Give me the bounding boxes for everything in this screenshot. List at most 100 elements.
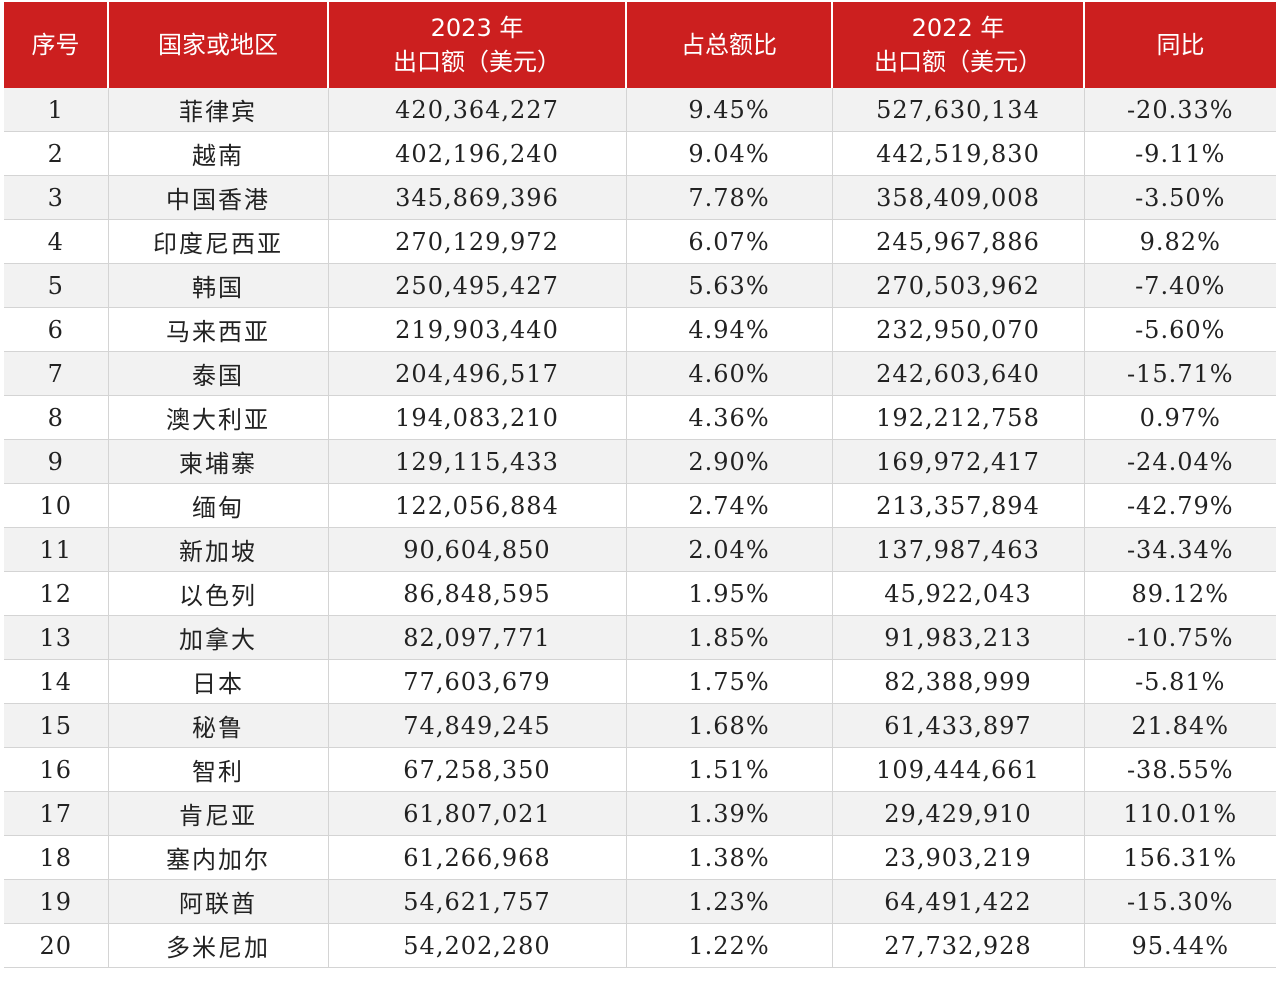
export-2022-cell: 91,983,213 xyxy=(832,615,1085,660)
yoy-cell: -38.55% xyxy=(1084,747,1276,792)
share-cell: 6.07% xyxy=(626,219,833,264)
export-2022-cell: 192,212,758 xyxy=(832,395,1085,440)
header-yoy: 同比 xyxy=(1084,2,1276,88)
country-cell: 柬埔寨 xyxy=(108,439,329,484)
table-row: 5 韩国 250,495,427 5.63% 270,503,962 -7.40% xyxy=(4,263,1276,308)
table-row: 14 日本 77,603,679 1.75% 82,388,999 -5.81% xyxy=(4,659,1276,704)
export-2023-cell: 67,258,350 xyxy=(328,747,627,792)
share-cell: 5.63% xyxy=(626,263,833,308)
yoy-cell: -5.81% xyxy=(1084,659,1276,704)
rank-cell: 7 xyxy=(4,351,109,396)
rank-cell: 11 xyxy=(4,527,109,572)
country-cell: 阿联酋 xyxy=(108,879,329,924)
country-cell: 马来西亚 xyxy=(108,307,329,352)
export-2023-cell: 345,869,396 xyxy=(328,175,627,220)
header-export-2023-year: 2023 年 xyxy=(430,14,524,42)
header-export-2023-label: 出口额（美元） xyxy=(393,48,561,76)
rank-cell: 2 xyxy=(4,131,109,176)
export-2023-cell: 82,097,771 xyxy=(328,615,627,660)
export-2023-cell: 204,496,517 xyxy=(328,351,627,396)
header-yoy-label: 同比 xyxy=(1156,31,1205,59)
export-2022-cell: 358,409,008 xyxy=(832,175,1085,220)
export-2023-cell: 61,807,021 xyxy=(328,791,627,836)
yoy-cell: -15.71% xyxy=(1084,351,1276,396)
rank-cell: 8 xyxy=(4,395,109,440)
share-cell: 1.22% xyxy=(626,923,833,968)
export-2023-cell: 129,115,433 xyxy=(328,439,627,484)
share-cell: 1.75% xyxy=(626,659,833,704)
export-2023-cell: 74,849,245 xyxy=(328,703,627,748)
country-cell: 智利 xyxy=(108,747,329,792)
rank-cell: 12 xyxy=(4,571,109,616)
table-row: 13 加拿大 82,097,771 1.85% 91,983,213 -10.75% xyxy=(4,615,1276,660)
rank-cell: 14 xyxy=(4,659,109,704)
export-2022-cell: 45,922,043 xyxy=(832,571,1085,616)
rank-cell: 20 xyxy=(4,923,109,968)
table-row: 17 肯尼亚 61,807,021 1.39% 29,429,910 110.01% xyxy=(4,791,1276,836)
country-cell: 菲律宾 xyxy=(108,88,329,132)
share-cell: 4.36% xyxy=(626,395,833,440)
export-2022-cell: 137,987,463 xyxy=(832,527,1085,572)
share-cell: 7.78% xyxy=(626,175,833,220)
table-row: 3 中国香港 345,869,396 7.78% 358,409,008 -3.50% xyxy=(4,175,1276,220)
country-cell: 以色列 xyxy=(108,571,329,616)
export-2023-cell: 270,129,972 xyxy=(328,219,627,264)
export-2022-cell: 169,972,417 xyxy=(832,439,1085,484)
yoy-cell: -9.11% xyxy=(1084,131,1276,176)
country-cell: 加拿大 xyxy=(108,615,329,660)
export-2023-cell: 77,603,679 xyxy=(328,659,627,704)
export-2023-cell: 61,266,968 xyxy=(328,835,627,880)
export-2022-cell: 109,444,661 xyxy=(832,747,1085,792)
table-row: 6 马来西亚 219,903,440 4.94% 232,950,070 -5.60% xyxy=(4,307,1276,352)
table-row: 1 菲律宾 420,364,227 9.45% 527,630,134 -20.33% xyxy=(4,88,1276,132)
share-cell: 1.51% xyxy=(626,747,833,792)
export-2022-cell: 29,429,910 xyxy=(832,791,1085,836)
rank-cell: 16 xyxy=(4,747,109,792)
table-row: 18 塞内加尔 61,266,968 1.38% 23,903,219 156.31% xyxy=(4,835,1276,880)
share-cell: 1.23% xyxy=(626,879,833,924)
header-export-2022-year: 2022 年 xyxy=(911,14,1005,42)
table-row: 15 秘鲁 74,849,245 1.68% 61,433,897 21.84% xyxy=(4,703,1276,748)
share-cell: 4.60% xyxy=(626,351,833,396)
export-2022-cell: 213,357,894 xyxy=(832,483,1085,528)
yoy-cell: 21.84% xyxy=(1084,703,1276,748)
rank-cell: 15 xyxy=(4,703,109,748)
yoy-cell: -10.75% xyxy=(1084,615,1276,660)
country-cell: 泰国 xyxy=(108,351,329,396)
table-row: 9 柬埔寨 129,115,433 2.90% 169,972,417 -24.04% xyxy=(4,439,1276,484)
export-2023-cell: 122,056,884 xyxy=(328,483,627,528)
header-export-2022: 2022 年出口额（美元） xyxy=(832,2,1085,88)
yoy-cell: -34.34% xyxy=(1084,527,1276,572)
export-2022-cell: 527,630,134 xyxy=(832,88,1085,132)
rank-cell: 5 xyxy=(4,263,109,308)
rank-cell: 18 xyxy=(4,835,109,880)
table-row: 8 澳大利亚 194,083,210 4.36% 192,212,758 0.97% xyxy=(4,395,1276,440)
export-table: 序号 国家或地区 2023 年出口额（美元） 占总额比 2022 年出口额（美元… xyxy=(4,2,1276,968)
country-cell: 日本 xyxy=(108,659,329,704)
yoy-cell: -5.60% xyxy=(1084,307,1276,352)
yoy-cell: 89.12% xyxy=(1084,571,1276,616)
export-2023-cell: 219,903,440 xyxy=(328,307,627,352)
rank-cell: 9 xyxy=(4,439,109,484)
yoy-cell: -42.79% xyxy=(1084,483,1276,528)
rank-cell: 13 xyxy=(4,615,109,660)
export-2022-cell: 23,903,219 xyxy=(832,835,1085,880)
rank-cell: 3 xyxy=(4,175,109,220)
table-row: 20 多米尼加 54,202,280 1.22% 27,732,928 95.44% xyxy=(4,923,1276,968)
share-cell: 1.39% xyxy=(626,791,833,836)
header-rank-label: 序号 xyxy=(31,31,80,59)
export-2022-cell: 245,967,886 xyxy=(832,219,1085,264)
export-2022-cell: 27,732,928 xyxy=(832,923,1085,968)
export-2022-cell: 242,603,640 xyxy=(832,351,1085,396)
export-2023-cell: 420,364,227 xyxy=(328,88,627,132)
export-2023-cell: 194,083,210 xyxy=(328,395,627,440)
yoy-cell: -24.04% xyxy=(1084,439,1276,484)
share-cell: 4.94% xyxy=(626,307,833,352)
yoy-cell: 95.44% xyxy=(1084,923,1276,968)
rank-cell: 17 xyxy=(4,791,109,836)
header-export-2023: 2023 年出口额（美元） xyxy=(328,2,627,88)
rank-cell: 10 xyxy=(4,483,109,528)
country-cell: 多米尼加 xyxy=(108,923,329,968)
export-2022-cell: 64,491,422 xyxy=(832,879,1085,924)
table-row: 2 越南 402,196,240 9.04% 442,519,830 -9.11% xyxy=(4,131,1276,176)
